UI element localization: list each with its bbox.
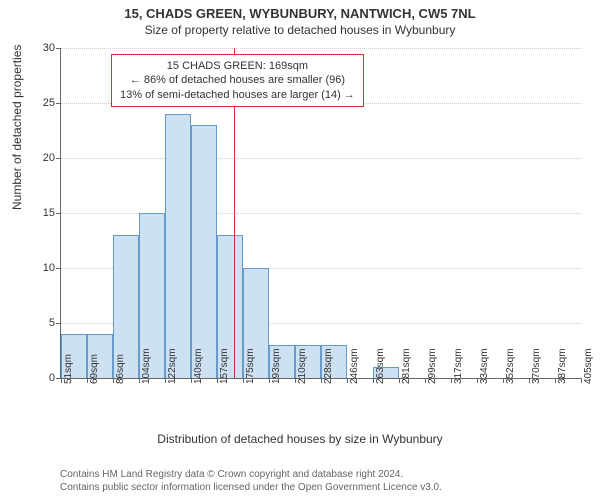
x-tick-mark — [191, 378, 192, 383]
x-tick-label: 69sqm — [89, 354, 100, 384]
y-tick-mark — [56, 268, 61, 269]
footer-attribution: Contains HM Land Registry data © Crown c… — [60, 469, 442, 494]
x-tick-label: 387sqm — [557, 348, 568, 384]
x-tick-label: 175sqm — [245, 348, 256, 384]
footer-line: Contains HM Land Registry data © Crown c… — [60, 469, 442, 482]
y-tick-mark — [56, 323, 61, 324]
annotation-line: 15 CHADS GREEN: 169sqm — [120, 59, 355, 73]
y-axis-label: Number of detached properties — [10, 45, 24, 210]
x-tick-mark — [321, 378, 322, 383]
x-tick-mark — [425, 378, 426, 383]
x-tick-label: 51sqm — [63, 354, 74, 384]
x-tick-mark — [243, 378, 244, 383]
x-tick-mark — [139, 378, 140, 383]
x-tick-mark — [347, 378, 348, 383]
x-tick-label: 86sqm — [115, 354, 126, 384]
x-tick-mark — [373, 378, 374, 383]
x-tick-mark — [217, 378, 218, 383]
histogram-bar — [165, 114, 191, 378]
x-tick-label: 299sqm — [427, 348, 438, 384]
x-axis-label: Distribution of detached houses by size … — [0, 432, 600, 446]
x-tick-mark — [477, 378, 478, 383]
x-tick-label: 104sqm — [141, 348, 152, 384]
gridline — [61, 48, 581, 49]
annotation-line: ← 86% of detached houses are smaller (96… — [120, 73, 355, 87]
x-tick-label: 228sqm — [323, 348, 334, 384]
x-tick-label: 122sqm — [167, 348, 178, 384]
x-tick-mark — [399, 378, 400, 383]
x-tick-mark — [295, 378, 296, 383]
footer-line: Contains public sector information licen… — [60, 482, 442, 495]
y-tick-mark — [56, 213, 61, 214]
x-tick-mark — [113, 378, 114, 383]
chart-subtitle: Size of property relative to detached ho… — [0, 21, 600, 37]
histogram-bar — [191, 125, 217, 378]
y-tick-mark — [56, 158, 61, 159]
x-tick-label: 317sqm — [453, 348, 464, 384]
x-tick-mark — [529, 378, 530, 383]
x-tick-label: 281sqm — [401, 348, 412, 384]
x-tick-mark — [61, 378, 62, 383]
y-tick-mark — [56, 103, 61, 104]
x-tick-label: 246sqm — [349, 348, 360, 384]
x-tick-label: 140sqm — [193, 348, 204, 384]
x-tick-label: 263sqm — [375, 348, 386, 384]
x-tick-label: 352sqm — [505, 348, 516, 384]
x-tick-mark — [269, 378, 270, 383]
x-tick-label: 193sqm — [271, 348, 282, 384]
annotation-line: 13% of semi-detached houses are larger (… — [120, 88, 355, 102]
x-tick-label: 405sqm — [583, 348, 594, 384]
x-tick-mark — [581, 378, 582, 383]
annotation-box: 15 CHADS GREEN: 169sqm ← 86% of detached… — [111, 54, 364, 107]
x-tick-mark — [87, 378, 88, 383]
x-tick-label: 334sqm — [479, 348, 490, 384]
x-tick-label: 157sqm — [219, 348, 230, 384]
y-tick-mark — [56, 48, 61, 49]
x-tick-mark — [555, 378, 556, 383]
x-tick-label: 370sqm — [531, 348, 542, 384]
x-tick-mark — [451, 378, 452, 383]
x-tick-mark — [503, 378, 504, 383]
chart-title: 15, CHADS GREEN, WYBUNBURY, NANTWICH, CW… — [0, 0, 600, 21]
x-tick-label: 210sqm — [297, 348, 308, 384]
x-tick-mark — [165, 378, 166, 383]
gridline — [61, 158, 581, 159]
plot-area: 05101520253051sqm69sqm86sqm104sqm122sqm1… — [60, 48, 581, 379]
